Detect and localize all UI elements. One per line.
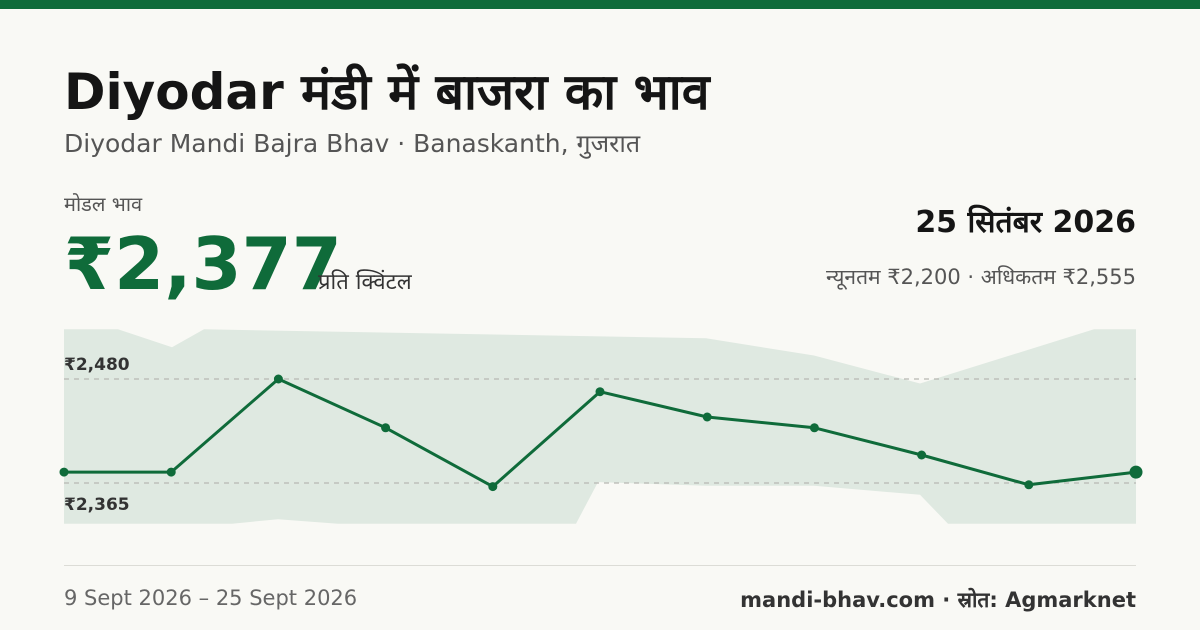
y-tick-labels: ₹2,480 ₹2,365 [64, 355, 130, 515]
modal-price-label: मोडल भाव [64, 192, 143, 216]
data-point [488, 482, 498, 492]
grid-lines [64, 378, 1136, 484]
data-point [273, 374, 283, 384]
y-tick-label: ₹2,480 [64, 355, 130, 375]
data-point [1024, 480, 1034, 490]
y-tick-label: ₹2,365 [64, 495, 130, 515]
top-accent-bar [0, 0, 1200, 9]
price-unit: प्रति क्विंटल [318, 270, 412, 295]
data-point [809, 423, 819, 433]
data-points [59, 374, 1143, 492]
data-point [702, 412, 712, 422]
modal-price-value: ₹2,377 [64, 222, 342, 306]
data-point [595, 387, 605, 397]
price-date: 25 सितंबर 2026 [915, 205, 1136, 240]
latest-data-point [1129, 465, 1143, 479]
page-title: Diyodar मंडी में बाजरा का भाव [64, 63, 710, 121]
data-point [166, 467, 176, 477]
page-subtitle: Diyodar Mandi Bajra Bhav · Banaskanth, ग… [64, 129, 641, 158]
price-range: न्यूनतम ₹2,200 · अधिकतम ₹2,555 [826, 265, 1136, 289]
source-credit: mandi-bhav.com · स्रोत: Agmarknet [740, 588, 1136, 612]
date-range-footer: 9 Sept 2026 – 25 Sept 2026 [64, 586, 358, 610]
data-point [381, 423, 391, 433]
min-max-band [64, 329, 1136, 524]
data-point [59, 467, 69, 477]
data-point [917, 450, 927, 460]
footer-divider [64, 565, 1136, 566]
